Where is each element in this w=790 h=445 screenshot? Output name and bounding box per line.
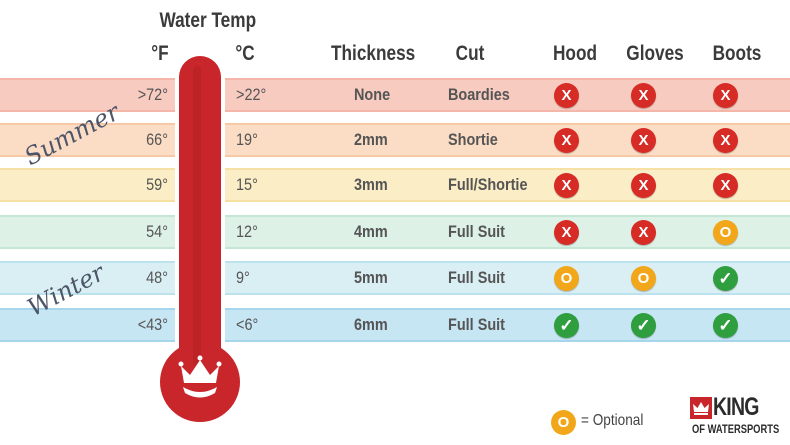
celsius-cell: >22° — [236, 85, 267, 104]
table-row: >72° >22° None Boardies X X X — [0, 78, 790, 112]
boots-yes-icon: ✓ — [713, 266, 738, 291]
cut-header: Cut — [455, 42, 485, 65]
thickness-cell: 4mm — [354, 222, 388, 241]
fahrenheit-header: °F — [151, 42, 169, 65]
cut-cell: Shortie — [448, 130, 498, 149]
fahrenheit-cell: >72° — [137, 85, 168, 104]
boots-yes-icon: ✓ — [713, 313, 738, 338]
row-band — [0, 261, 790, 295]
fahrenheit-cell: 66° — [146, 130, 168, 149]
hood-optional-icon: O — [554, 266, 579, 291]
boots-no-icon: X — [713, 83, 738, 108]
row-stripe-bottom — [0, 293, 790, 295]
row-stripe-bottom — [0, 110, 790, 112]
row-band — [0, 215, 790, 249]
celsius-header: °C — [235, 42, 255, 65]
row-stripe-bottom — [0, 200, 790, 202]
row-stripe-bottom — [0, 340, 790, 342]
celsius-cell: 19° — [236, 130, 258, 149]
thickness-cell: 3mm — [354, 175, 388, 194]
hood-header: Hood — [553, 42, 597, 65]
hood-no-icon: X — [554, 173, 579, 198]
boots-header: Boots — [712, 42, 762, 65]
cut-cell: Full Suit — [448, 268, 505, 287]
gloves-optional-icon: O — [631, 266, 656, 291]
logo-brand-text: KING — [713, 393, 759, 421]
thermometer-graphic — [155, 52, 245, 427]
celsius-cell: 12° — [236, 222, 258, 241]
table-row: 48° 9° 5mm Full Suit O O ✓ — [0, 261, 790, 295]
celsius-cell: <6° — [236, 315, 259, 334]
thickness-cell: 6mm — [354, 315, 388, 334]
cut-cell: Full/Shortie — [448, 175, 528, 194]
fahrenheit-cell: <43° — [137, 315, 168, 334]
hood-no-icon: X — [554, 83, 579, 108]
fahrenheit-cell: 48° — [146, 268, 168, 287]
celsius-cell: 15° — [236, 175, 258, 194]
boots-no-icon: X — [713, 173, 738, 198]
cut-cell: Full Suit — [448, 315, 505, 334]
boots-optional-icon: O — [713, 220, 738, 245]
gloves-header: Gloves — [626, 42, 684, 65]
table-row: 54° 12° 4mm Full Suit X X O — [0, 215, 790, 249]
crown-logo-icon — [690, 397, 712, 419]
fahrenheit-cell: 54° — [146, 222, 168, 241]
row-band — [0, 78, 790, 112]
table-row: 66° 19° 2mm Shortie X X X — [0, 123, 790, 157]
thickness-cell: 2mm — [354, 130, 388, 149]
gloves-no-icon: X — [631, 83, 656, 108]
gloves-no-icon: X — [631, 220, 656, 245]
row-stripe-bottom — [0, 247, 790, 249]
thickness-header: Thickness — [331, 42, 416, 65]
optional-legend-label: = Optional — [581, 412, 644, 429]
row-band — [0, 168, 790, 202]
boots-no-icon: X — [713, 128, 738, 153]
row-stripe-top — [0, 168, 790, 170]
logo-sub-text: OF WATERSPORTS — [692, 422, 780, 436]
fahrenheit-cell: 59° — [146, 175, 168, 194]
row-stripe-top — [0, 308, 790, 310]
celsius-cell: 9° — [236, 268, 250, 287]
cut-cell: Boardies — [448, 85, 510, 104]
king-of-watersports-logo: KING OF WATERSPORTS — [690, 393, 786, 439]
water-temp-header: Water Temp — [159, 9, 257, 32]
gloves-no-icon: X — [631, 128, 656, 153]
cut-cell: Full Suit — [448, 222, 505, 241]
row-stripe-top — [0, 261, 790, 263]
row-band — [0, 123, 790, 157]
row-stripe-top — [0, 215, 790, 217]
row-stripe-top — [0, 78, 790, 80]
table-row: 59° 15° 3mm Full/Shortie X X X — [0, 168, 790, 202]
row-band — [0, 308, 790, 342]
thickness-cell: 5mm — [354, 268, 388, 287]
optional-legend-icon: O — [551, 410, 576, 435]
hood-no-icon: X — [554, 220, 579, 245]
hood-no-icon: X — [554, 128, 579, 153]
thickness-cell: None — [354, 85, 391, 104]
table-row: <43° <6° 6mm Full Suit ✓ ✓ ✓ — [0, 308, 790, 342]
row-stripe-top — [0, 123, 790, 125]
gloves-yes-icon: ✓ — [631, 313, 656, 338]
row-stripe-bottom — [0, 155, 790, 157]
crown-icon — [178, 355, 222, 398]
hood-yes-icon: ✓ — [554, 313, 579, 338]
gloves-no-icon: X — [631, 173, 656, 198]
